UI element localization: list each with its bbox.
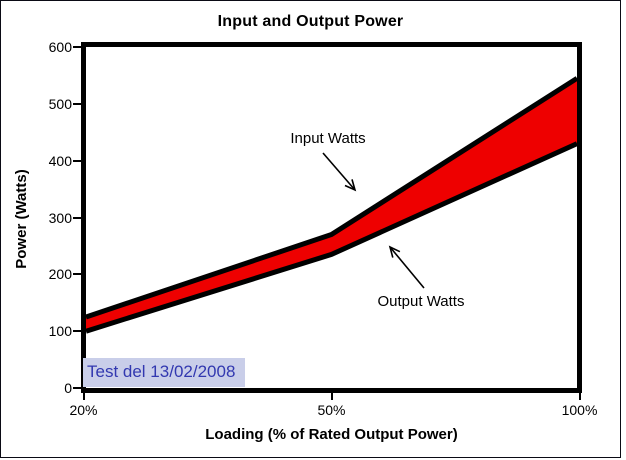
output-watts-line (86, 141, 577, 334)
y-tick-label: 600 (48, 39, 72, 55)
x-tick-label: 50% (317, 402, 346, 418)
y-tick-mark (73, 159, 81, 162)
efficiency-band (86, 78, 577, 332)
y-tick-label: 400 (48, 152, 72, 169)
output-watts-label: Output Watts (377, 293, 465, 310)
y-tick-label: 100 (48, 323, 72, 340)
y-tick-mark (73, 330, 81, 333)
x-tick-mark (330, 393, 333, 400)
y-tick-label: 300 (48, 209, 72, 226)
input-watts-line (86, 76, 577, 320)
x-tick-label: 20% (69, 402, 98, 418)
power-band-chart (86, 76, 577, 334)
x-tick-mark (82, 393, 85, 400)
x-axis-title: Loading (% of Rated Output Power) (205, 426, 458, 443)
x-tick-label: 100% (561, 402, 598, 418)
y-tick-mark (73, 387, 81, 389)
y-tick-label: 500 (48, 95, 72, 112)
y-tick-mark (73, 102, 81, 105)
y-axis-title: Power (Watts) (13, 169, 30, 269)
chart-title: Input and Output Power (217, 13, 404, 30)
y-tick-label: 0 (64, 380, 72, 396)
y-tick-mark (73, 216, 81, 219)
y-tick-mark (73, 273, 81, 276)
y-tick-label: 200 (48, 266, 72, 283)
y-tick-mark (73, 46, 81, 48)
test-date-note: Test del 13/02/2008 (83, 358, 246, 387)
plot-area (81, 42, 582, 393)
input-watts-label: Input Watts (290, 130, 366, 147)
x-tick-mark (578, 393, 581, 400)
